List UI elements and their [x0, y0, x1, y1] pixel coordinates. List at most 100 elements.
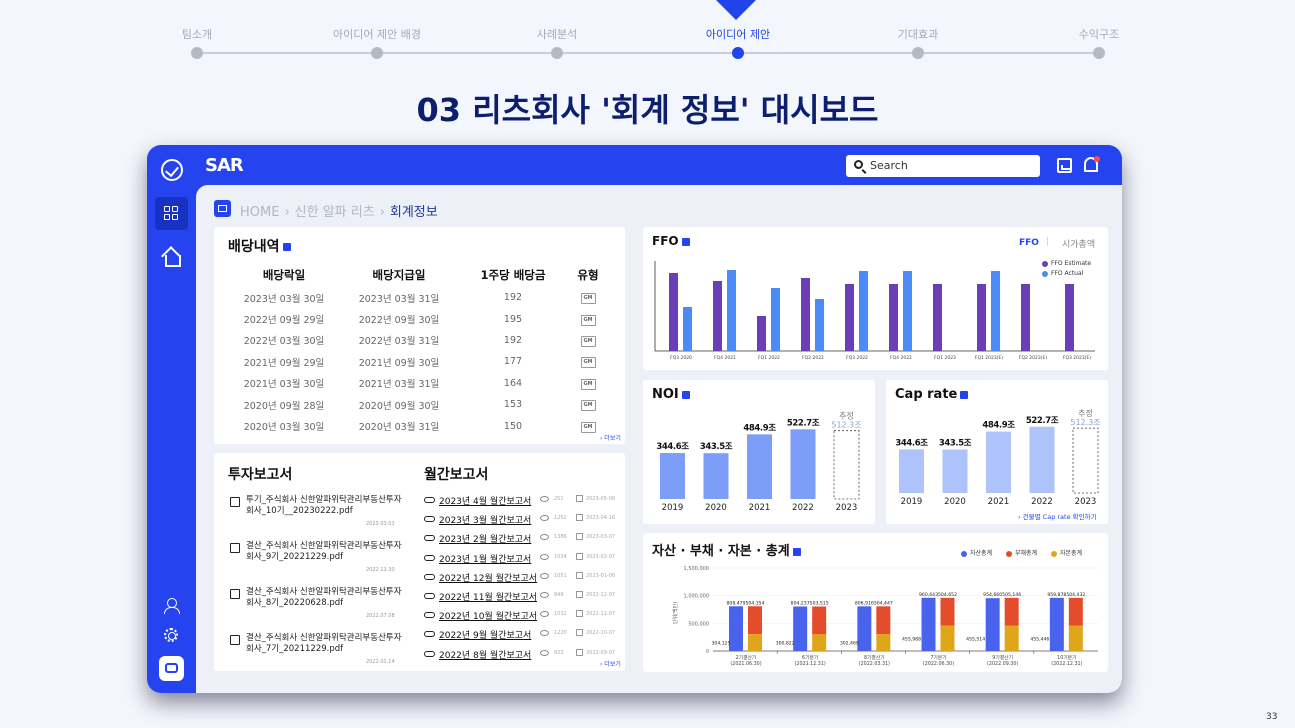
- ffo-bar-estimate: [845, 284, 854, 351]
- invest-report-item[interactable]: 투기_주식회사 신한알파위탁관리부동산투자회사_10기__20230222.pd…: [230, 495, 405, 529]
- ffo-toggle-ffo[interactable]: FFO: [1019, 238, 1039, 248]
- bar-x-tick: 2021: [749, 503, 771, 513]
- monthly-report-item[interactable]: 2022년 10월 월간보고서 1032 2022-11-07: [424, 608, 619, 627]
- info-icon[interactable]: [792, 547, 801, 556]
- view-count: 1252: [554, 515, 567, 522]
- bar-value-label: 484.9조: [743, 423, 776, 433]
- step-1[interactable]: 아이디어 제안 배경: [317, 26, 437, 59]
- invest-report-name[interactable]: 결산_주식회사 신한알파위탁관리부동산투자회사_9기_20221229.pdf: [246, 541, 402, 562]
- invest-report-name[interactable]: 투기_주식회사 신한알파위탁관리부동산투자회사_10기__20230222.pd…: [246, 495, 402, 516]
- page-number: 33: [1266, 712, 1278, 722]
- monthly-report-item[interactable]: 2022년 12월 월간보고서 1051 2023-01-06: [424, 570, 619, 589]
- noi-card: NOI 344.6조 2019 343.5조 2020 484.9조 2021 522.7조…: [643, 380, 875, 524]
- info-icon[interactable]: [282, 243, 291, 251]
- monthly-report-item[interactable]: 2023년 3월 월간보고서 1252 2023-04-16: [424, 512, 619, 531]
- invest-report-item[interactable]: 결산_주식회사 신한알파위탁관리부동산투자회사_7기_20211229.pdf 2…: [230, 633, 405, 667]
- monthly-report-link[interactable]: 2023년 2월 월간보고서: [439, 535, 532, 546]
- chat-button[interactable]: [159, 656, 184, 681]
- ffo-bar-actual: [727, 270, 736, 351]
- noi-chart: 344.6조 2019 343.5조 2020 484.9조 2021 522.7조 2022…: [656, 411, 861, 513]
- search-input[interactable]: Search: [870, 159, 908, 172]
- y-tick: 1,500,000: [684, 566, 709, 572]
- monthly-report-item[interactable]: 2023년 2월 월간보고서 1386 2023-03-07: [424, 531, 619, 550]
- check-circle-icon[interactable]: [161, 159, 183, 181]
- ex-dividend-date: 2022년 03월 30일: [243, 336, 325, 348]
- step-dot: [1093, 47, 1105, 59]
- breadcrumb-parent[interactable]: 신한 알파 리츠: [294, 205, 375, 220]
- invest-report-item[interactable]: 결산_주식회사 신한알파위탁관리부동산투자회사_8기_20220628.pdf 2…: [230, 587, 405, 621]
- monthly-report-link[interactable]: 2022년 11월 월간보고서: [439, 593, 538, 603]
- monthly-report-link[interactable]: 2022년 12월 월간보고서: [439, 573, 538, 584]
- debt-value-label: 505,146: [1002, 592, 1021, 598]
- monthly-report-item[interactable]: 2023년 4월 월간보고서 251 2023-05-08: [424, 493, 619, 512]
- link-icon: [424, 516, 435, 523]
- ex-dividend-date: 2021년 03월 30일: [243, 379, 325, 391]
- caprate-link[interactable]: › 건물별 Cap rate 확인하기: [1018, 513, 1097, 521]
- invest-report-date: 2022.12.30: [366, 567, 395, 573]
- reports-more-link[interactable]: › 더보기: [600, 661, 621, 668]
- gm-icon[interactable]: GM: [580, 378, 596, 390]
- y-tick: 0: [706, 649, 709, 655]
- ffo-x-tick: FQ2 2023(E): [1019, 355, 1047, 361]
- monthly-report-link[interactable]: 2023년 3월 월간보고서: [439, 516, 532, 527]
- monthly-report-item[interactable]: 2023년 1월 월간보고서 1034 2023-02-07: [424, 551, 619, 570]
- sidebar-item-dashboard[interactable]: [155, 197, 188, 230]
- reports-card: 투자보고서 월간보고서 투기_주식회사 신한알파위탁관리부동산투자회사_10기_…: [214, 453, 625, 671]
- ffo-bar-estimate: [1065, 284, 1074, 351]
- invest-report-name[interactable]: 결산_주식회사 신한알파위탁관리부동산투자회사_7기_20211229.pdf: [246, 633, 402, 654]
- monthly-report-item[interactable]: 2022년 11월 월간보고서 849 2022-12-07: [424, 589, 619, 608]
- eye-icon: [540, 496, 549, 502]
- search-box[interactable]: Search: [846, 155, 1040, 177]
- gm-icon[interactable]: GM: [580, 357, 596, 369]
- gm-icon[interactable]: GM: [580, 400, 596, 412]
- x-tick: (2022.09.30): [987, 661, 1018, 667]
- link-icon: [424, 535, 435, 542]
- info-icon[interactable]: [681, 390, 690, 399]
- ffo-bar-estimate: [933, 284, 942, 351]
- gm-icon[interactable]: GM: [580, 314, 596, 326]
- step-0[interactable]: 팀소개: [137, 26, 257, 59]
- monthly-report-item[interactable]: 2022년 8월 월간보고서 922 2022-09-07: [424, 647, 619, 666]
- step-3[interactable]: 아이디어 제안: [678, 26, 798, 59]
- app-logo[interactable]: SAR: [205, 155, 244, 176]
- home-icon[interactable]: [162, 247, 181, 267]
- debt-value-label: 503,515: [810, 600, 829, 606]
- bell-icon[interactable]: [1084, 157, 1098, 172]
- monthly-report-date: 2023-04-16: [586, 515, 616, 522]
- bar-value-label: 344.6조: [895, 438, 928, 448]
- invest-report-item[interactable]: 결산_주식회사 신한알파위탁관리부동산투자회사_9기_20221229.pdf 2…: [230, 541, 405, 575]
- monthly-report-item[interactable]: 2022년 9월 월간보고서 1220 2022-10-07: [424, 627, 619, 646]
- invest-report-name[interactable]: 결산_주식회사 신한알파위탁관리부동산투자회사_8기_20220628.pdf: [246, 587, 402, 608]
- gm-icon[interactable]: GM: [580, 421, 596, 433]
- eye-icon: [540, 630, 549, 637]
- monthly-report-link[interactable]: 2023년 4월 월간보고서: [439, 497, 532, 507]
- dividend-more-link[interactable]: › 더보기: [600, 435, 621, 442]
- monthly-report-link[interactable]: 2022년 10월 월간보고서: [439, 612, 538, 623]
- debt-value-label: 504,432: [1066, 592, 1085, 598]
- info-icon[interactable]: [960, 390, 969, 399]
- monthly-report-link[interactable]: 2022년 8월 월간보고서: [439, 650, 532, 661]
- gm-icon[interactable]: GM: [580, 293, 596, 305]
- breadcrumb-home[interactable]: HOME: [240, 205, 280, 220]
- step-4[interactable]: 기대효과: [858, 26, 978, 59]
- gear-icon[interactable]: [164, 628, 178, 642]
- user-icon[interactable]: [164, 598, 180, 614]
- step-2[interactable]: 사례분석: [497, 26, 617, 59]
- dividend-col-header: 유형: [577, 268, 599, 282]
- gm-icon[interactable]: GM: [580, 335, 596, 347]
- bar: [986, 431, 1011, 493]
- calendar-icon: [576, 552, 583, 560]
- step-5[interactable]: 수익구조: [1039, 26, 1159, 59]
- monthly-report-link[interactable]: 2022년 9월 월간보고서: [439, 631, 532, 642]
- payment-date: 2021년 03월 31일: [358, 379, 440, 391]
- ffo-toggle-marketcap[interactable]: 시가총액: [1062, 240, 1096, 250]
- inbox-icon[interactable]: [1057, 158, 1072, 173]
- breadcrumb-current: 회계정보: [389, 205, 438, 220]
- toggle-divider: |: [1046, 237, 1050, 247]
- step-dot: [732, 47, 744, 59]
- asset-bar: [857, 606, 872, 651]
- info-icon[interactable]: [681, 237, 690, 246]
- monthly-report-date: 2023-05-08: [586, 496, 616, 502]
- ex-dividend-date: 2021년 09월 29일: [243, 357, 325, 369]
- monthly-report-link[interactable]: 2023년 1월 월간보고서: [439, 554, 532, 565]
